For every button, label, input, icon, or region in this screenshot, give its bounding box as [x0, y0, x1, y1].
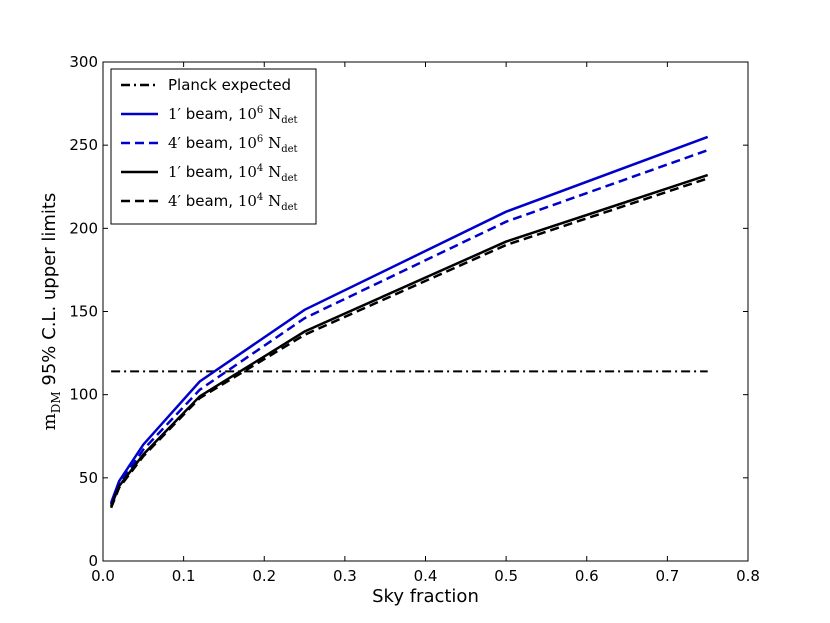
series-line-4 — [109, 177, 709, 509]
legend-label-4: 4′ beam, 104 Ndet — [168, 192, 298, 213]
y-axis-label-text: 95% C.L. upper limits — [39, 193, 60, 392]
x-tick-label: 0.3 — [333, 567, 357, 585]
series-line-3 — [109, 173, 709, 507]
legend-label-0: Planck expected — [168, 76, 291, 94]
x-tick-label: 0.2 — [252, 567, 276, 585]
x-tick-label: 0.1 — [172, 567, 196, 585]
x-tick-label: 0.5 — [494, 567, 518, 585]
legend-label-3: 1′ beam, 104 Ndet — [168, 163, 298, 184]
series-line-1 — [109, 135, 709, 504]
legend-items: Planck expected 1′ beam, 106 Ndet 4′ beam,… — [121, 76, 298, 213]
y-tick-label: 300 — [69, 53, 98, 71]
series-layer — [109, 135, 709, 509]
x-tick-label: 0.8 — [736, 567, 760, 585]
legend-label-2: 4′ beam, 106 Ndet — [168, 134, 298, 155]
x-axis-label: Sky fraction — [372, 586, 479, 607]
legend: Planck expected 1′ beam, 106 Ndet 4′ beam,… — [110, 68, 317, 225]
y-tick-label: 0 — [88, 552, 98, 570]
legend-box — [110, 68, 317, 225]
y-tick-label: 250 — [69, 136, 98, 154]
y-axis-label-subscript: DM — [49, 391, 63, 413]
x-tick-label: 0.4 — [414, 567, 438, 585]
x-tick-label: 0.7 — [655, 567, 679, 585]
y-tick-label: 150 — [69, 303, 98, 321]
y-axis-label-symbol: m — [39, 413, 60, 430]
y-tick-label: 200 — [69, 219, 98, 237]
ticks-layer: 0.0 0.1 0.2 0.3 0.4 0.5 0.6 0.7 0.8 0 50 100 150 200 2… — [69, 53, 760, 585]
y-axis-label: mDM 95% C.L. upper limits — [39, 193, 63, 431]
legend-label-1: 1′ beam, 106 Ndet — [168, 105, 298, 126]
y-tick-label: 50 — [79, 469, 98, 487]
y-tick-label: 100 — [69, 386, 98, 404]
x-tick-label: 0.0 — [91, 567, 115, 585]
x-tick-label: 0.6 — [575, 567, 599, 585]
